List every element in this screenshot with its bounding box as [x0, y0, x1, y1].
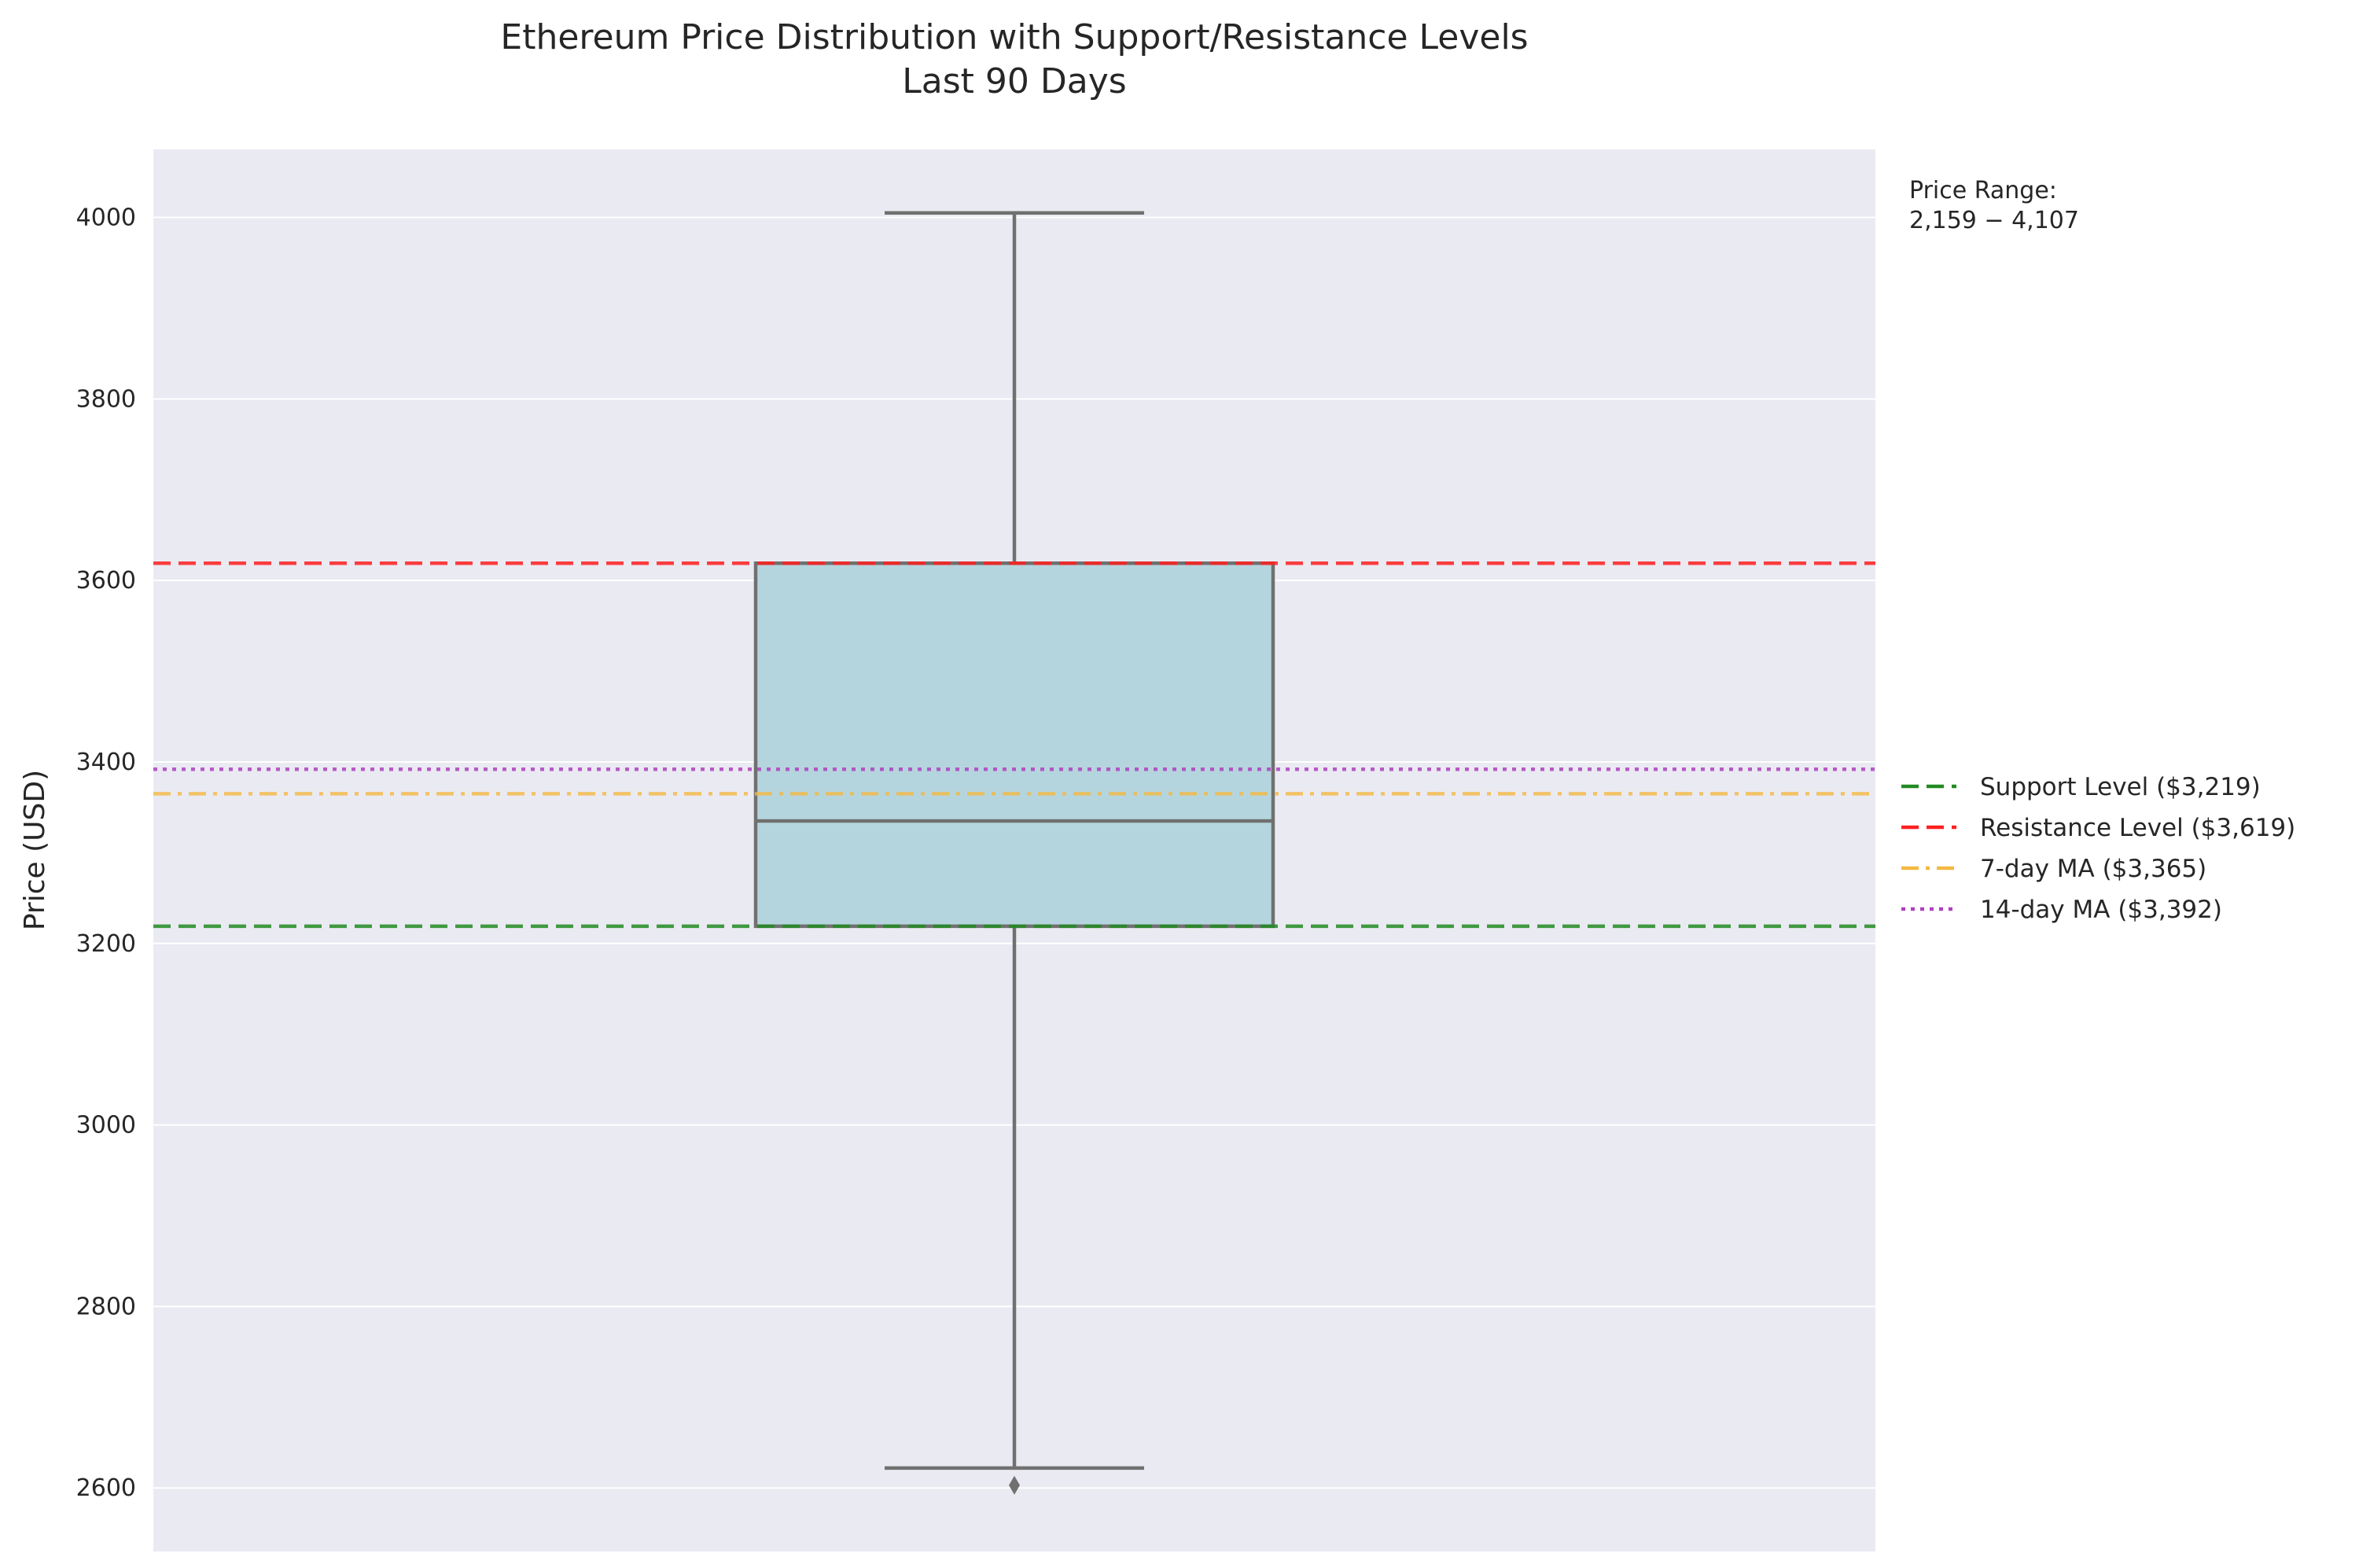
- price-range-annotation-line2: 2,159 − 4,107: [1909, 207, 2079, 234]
- legend: Support Level ($3,219) Resistance Level (…: [1901, 773, 2295, 924]
- y-axis-label: Price (USD): [19, 770, 51, 930]
- outlier-point-0: [1009, 1475, 1020, 1495]
- iqr-box: [753, 561, 1275, 929]
- legend-label-2: 7-day MA ($3,365): [1980, 855, 2206, 883]
- y-tick-2600: 2600: [76, 1474, 136, 1502]
- y-tick-4000: 4000: [76, 204, 136, 232]
- y-tick-2800: 2800: [76, 1293, 136, 1320]
- price-range-annotation-line1: Price Range:: [1909, 177, 2057, 204]
- legend-label-0: Support Level ($3,219): [1980, 773, 2261, 801]
- level-lines: [153, 561, 1875, 929]
- y-tick-3400: 3400: [76, 749, 136, 776]
- legend-label-3: 14-day MA ($3,392): [1980, 896, 2222, 924]
- y-tick-3800: 3800: [76, 385, 136, 413]
- y-tick-3600: 3600: [76, 567, 136, 594]
- chart-title-line2: Last 90 Days: [902, 61, 1126, 101]
- y-tick-3200: 3200: [76, 930, 136, 958]
- legend-label-1: Resistance Level ($3,619): [1980, 814, 2295, 842]
- y-tick-3000: 3000: [76, 1112, 136, 1139]
- boxplot: [753, 211, 1275, 1495]
- y-tick-labels: 2600 2800 3000 3200 3400 3600 3800 4000: [76, 204, 136, 1503]
- chart-title-line1: Ethereum Price Distribution with Support…: [500, 17, 1528, 57]
